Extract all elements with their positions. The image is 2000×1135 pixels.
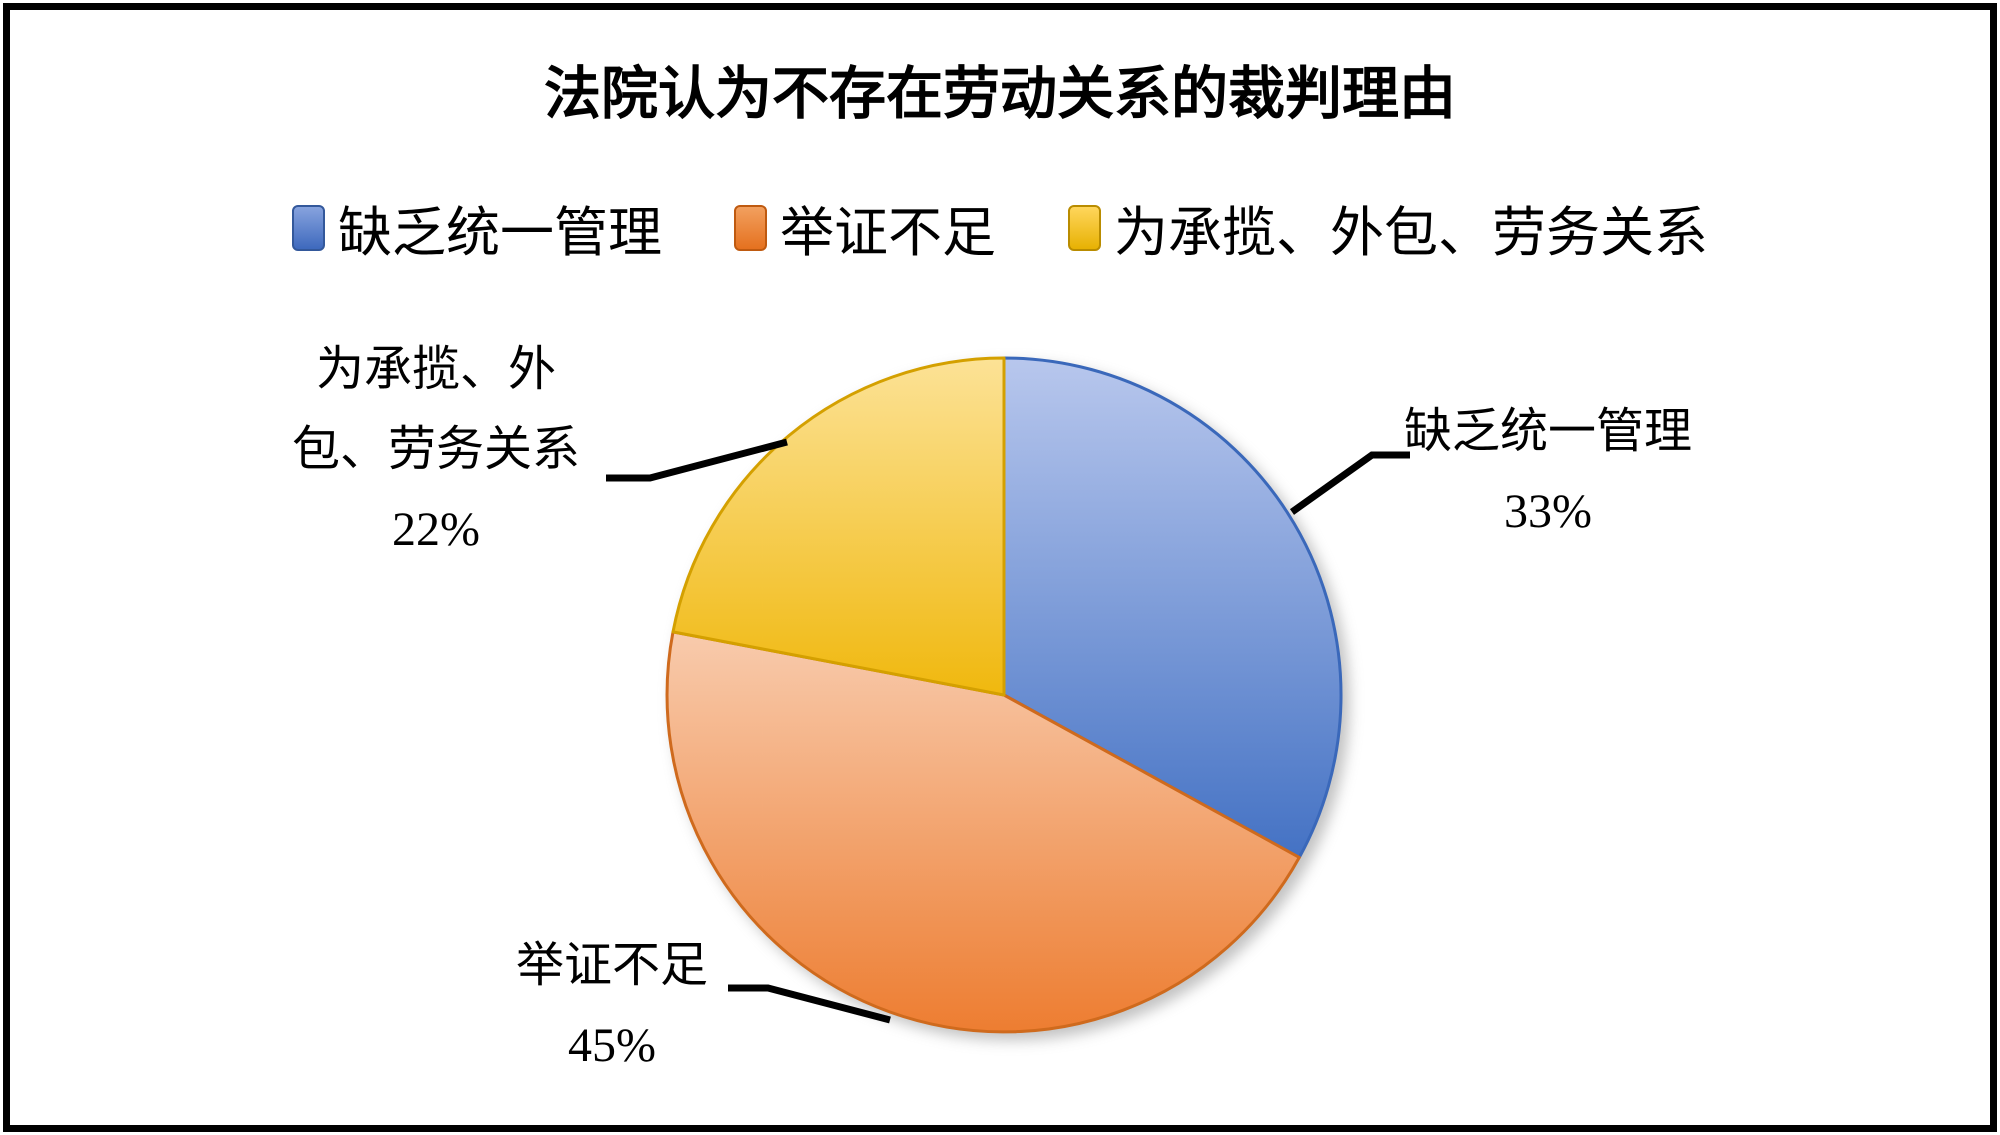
leader-line-0 — [1289, 451, 1410, 515]
callout-contract-outsourcing-labor: 为承揽、外 包、劳务关系 22% — [156, 330, 716, 570]
legend-swatch-orange-icon — [734, 204, 767, 251]
callout-value: 33% — [1504, 485, 1592, 538]
legend-label: 举证不足 — [780, 203, 996, 263]
chart-title: 法院认为不存在劳动关系的裁判理由 — [544, 63, 1456, 126]
legend-label: 缺乏统一管理 — [338, 203, 662, 263]
callout-insufficient-evidence: 举证不足 45% — [362, 926, 862, 1086]
legend-item-lack-of-unified-management: 缺乏统一管理 — [292, 188, 662, 267]
callout-line: 包、劳务关系 — [291, 423, 580, 476]
leader-line-2 — [606, 438, 788, 482]
pie-slice-2 — [671, 356, 1006, 697]
legend: 缺乏统一管理 举证不足 为承揽、外包、劳务关系 — [0, 188, 2000, 267]
legend-swatch-blue-icon — [292, 204, 325, 251]
callout-lack-of-unified-management: 缺乏统一管理 33% — [1248, 392, 1848, 552]
legend-item-insufficient-evidence: 举证不足 — [734, 188, 996, 267]
callout-line: 缺乏统一管理 — [1403, 405, 1692, 458]
callout-value: 45% — [568, 1019, 656, 1072]
legend-item-contract-outsourcing-labor: 为承揽、外包、劳务关系 — [1068, 188, 1708, 267]
legend-swatch-yellow-icon — [1068, 204, 1101, 251]
pie-slice-0 — [1002, 356, 1343, 859]
pie-slice-1 — [665, 630, 1301, 1034]
leader-line-1 — [728, 984, 891, 1024]
legend-label: 为承揽、外包、劳务关系 — [1114, 203, 1708, 263]
callout-line: 为承揽、外 — [315, 343, 556, 396]
callout-value: 22% — [392, 503, 480, 556]
callout-line: 举证不足 — [515, 939, 708, 992]
